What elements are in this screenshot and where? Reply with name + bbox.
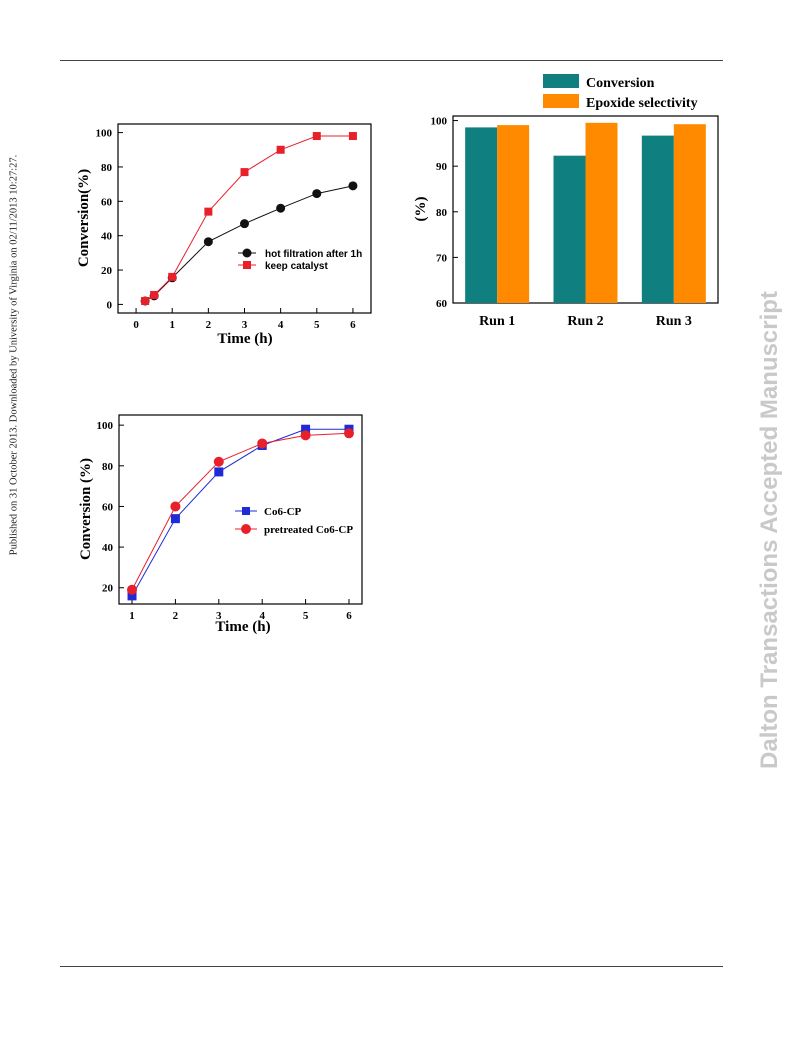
journal-watermark-text: Dalton Transactions Accepted Manuscript	[756, 291, 783, 769]
data-point	[170, 501, 181, 512]
bar	[585, 122, 618, 303]
x-tick-label: 2	[173, 610, 179, 622]
chart-pretreated-comparison: 1 2 3 4 5 6 20 40 60 80 100 Time (h) Conversion (%…	[78, 414, 363, 635]
data-point	[240, 168, 249, 177]
y-axis-label: Conversion (%)	[78, 458, 94, 560]
y-tick-label: 20	[102, 583, 114, 595]
bar	[673, 124, 706, 304]
y-tick-label: 60	[101, 196, 113, 208]
series-line	[131, 432, 350, 591]
y-tick-label: 0	[107, 299, 113, 311]
y-tick-label: 60	[102, 501, 114, 513]
x-tick-label: 4	[278, 319, 284, 331]
data-point	[312, 189, 322, 199]
legend-swatch-conversion	[543, 74, 579, 88]
data-point	[257, 438, 268, 449]
y-tick-label: 40	[102, 542, 114, 554]
y-tick-label: 40	[101, 231, 113, 243]
x-tick-label: 3	[242, 319, 248, 331]
x-tick-label: 3	[216, 610, 222, 622]
publication-note-text: Published on 31 October 2013. Downloaded…	[8, 154, 20, 556]
x-tick-label: 1	[129, 610, 135, 622]
y-tick-label: 80	[101, 162, 113, 174]
data-point	[214, 467, 224, 477]
y-tick-label: 70	[436, 252, 448, 264]
legend-marker-pretreated	[241, 524, 251, 534]
legend: Conversion Epoxide selectivity	[543, 74, 698, 111]
data-point	[170, 514, 180, 524]
data-point	[168, 272, 177, 281]
legend: hot filtration after 1h keep catalyst	[238, 248, 362, 272]
series-line	[131, 428, 349, 597]
y-tick-label: 100	[96, 128, 113, 140]
legend-label-pretreated: pretreated Co6-CP	[264, 524, 353, 536]
data-point	[141, 296, 150, 305]
header-rule	[60, 60, 723, 61]
data-point	[312, 132, 321, 141]
x-tick-label: 0	[133, 319, 139, 331]
data-point	[203, 237, 213, 247]
footer-rule	[60, 966, 723, 967]
x-axis-label: Time (h)	[215, 619, 270, 635]
y-tick-label: 80	[102, 461, 114, 473]
x-tick-label: 4	[259, 610, 265, 622]
x-tick-label: 1	[169, 319, 175, 331]
bar	[465, 127, 498, 303]
x-tick-label: 6	[346, 610, 352, 622]
y-axis-label: (%)	[413, 197, 429, 222]
data-point	[348, 181, 358, 191]
data-point	[348, 132, 357, 141]
bar	[641, 135, 674, 303]
data-point	[204, 207, 213, 216]
chart-recycling-runs: Conversion Epoxide selectivity Run 1 Run …	[413, 74, 719, 329]
data-point	[301, 424, 311, 434]
data-point	[213, 456, 224, 467]
legend: Co6-CP pretreated Co6-CP	[235, 506, 353, 536]
legend-label-selectivity: Epoxide selectivity	[586, 96, 698, 111]
x-axis-label: Time (h)	[217, 331, 272, 347]
y-tick-label: 100	[431, 116, 448, 128]
legend-label-hot-filtration: hot filtration after 1h	[265, 249, 362, 260]
series-line	[144, 185, 354, 302]
legend-label-conversion: Conversion	[586, 76, 655, 91]
x-tick-label: 2	[206, 319, 212, 331]
data-point	[276, 145, 285, 154]
data-point	[127, 591, 137, 601]
data-point	[150, 290, 159, 299]
legend-marker-co6cp	[242, 507, 250, 515]
legend-swatch-selectivity	[543, 94, 579, 108]
x-tick-label: Run 1	[479, 314, 515, 329]
x-tick-label: 5	[303, 610, 309, 622]
x-tick-label: Run 2	[567, 314, 603, 329]
x-tick-label: Run 3	[656, 314, 692, 329]
y-tick-label: 100	[97, 420, 114, 432]
bar	[497, 125, 530, 303]
data-point	[343, 428, 354, 439]
bar	[553, 155, 586, 303]
legend-label-keep-catalyst: keep catalyst	[265, 261, 328, 272]
legend-marker-hot-filtration	[242, 248, 252, 258]
y-tick-label: 60	[436, 298, 448, 310]
data-point	[240, 219, 249, 229]
data-point	[300, 430, 311, 441]
plot-frame	[117, 123, 372, 314]
data-point	[127, 584, 138, 595]
y-tick-label: 90	[436, 161, 448, 173]
y-tick-label: 80	[436, 207, 448, 219]
data-point	[276, 203, 286, 213]
legend-label-co6cp: Co6-CP	[264, 506, 302, 518]
x-tick-label: 6	[350, 319, 356, 331]
y-axis-label: Conversion(%)	[76, 169, 92, 267]
y-tick-label: 20	[101, 265, 113, 277]
plot-frame	[118, 414, 363, 605]
legend-marker-keep-catalyst	[243, 261, 251, 269]
x-tick-label: 5	[314, 319, 320, 331]
